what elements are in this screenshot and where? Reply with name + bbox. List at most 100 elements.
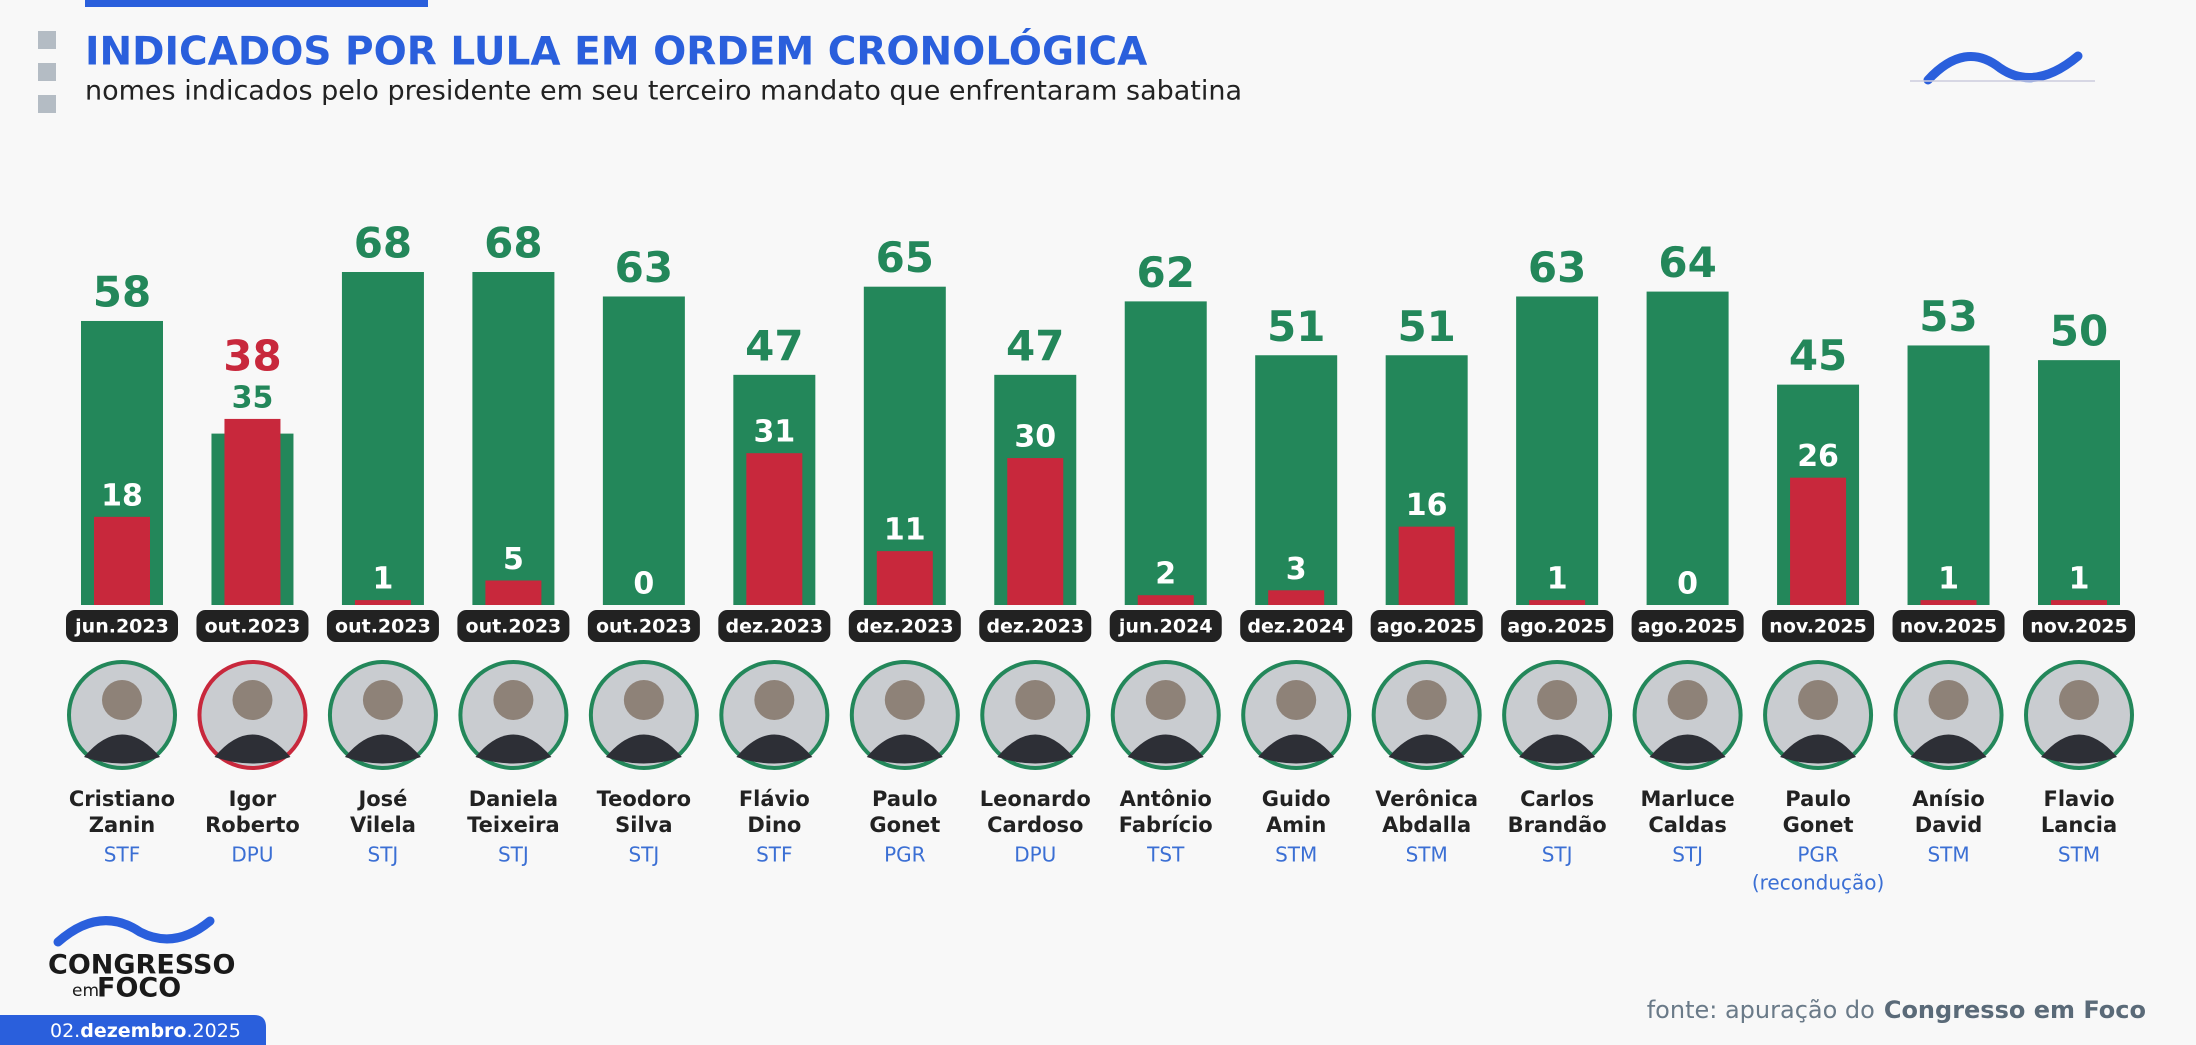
nominee-name: Flávio [739,787,810,811]
photo-body [344,734,421,764]
value-label-favor: 64 [1658,238,1716,287]
nominee-name: Teodoro [597,787,691,811]
x-tick-label: dez.2023 [986,616,1084,638]
value-label-favor: 50 [2050,307,2108,356]
photo-body [1388,734,1465,764]
photo-head [1928,680,1969,720]
x-tick-label: dez.2023 [856,616,954,638]
nominee-name: Cardoso [987,813,1083,837]
logo-text-small: em [72,981,99,1001]
bar-against [1007,458,1064,605]
value-label-favor: 58 [93,267,151,316]
nominee-name: Brandão [1508,813,1607,837]
bar-against [94,516,150,605]
nominee-org: (recondução) [1752,871,1884,895]
deco-square [38,63,56,81]
value-label-against: 1 [1547,562,1568,597]
nominee-name: Abdalla [1382,813,1471,837]
photo-head [754,680,795,720]
nominee-org: STM [2058,843,2100,867]
date-pill [1762,610,1875,642]
value-label-against: 0 [1677,567,1698,602]
bar-against [2051,600,2107,605]
date: 02.dezembro.2025 [50,1020,241,1042]
value-label-favor: 68 [484,219,542,268]
date-pill [196,610,309,642]
value-label-favor: 62 [1137,248,1195,297]
photo-body [997,734,1074,764]
chart: 5818jun.2023CristianoZaninSTF3538out.202… [66,219,2135,895]
date-pill [718,610,831,642]
nominee-name: Daniela [469,787,558,811]
nominee-name: Marluce [1640,787,1734,811]
photo-body [1649,734,1726,764]
nominee-name: Lancia [2041,813,2117,837]
photo-body [1519,734,1596,764]
value-label-against: 26 [1797,439,1839,474]
bar-against [876,551,933,605]
photo-body [605,734,682,764]
photo-head [884,680,925,720]
value-label-against: 38 [223,331,281,380]
nominee-org: STF [104,843,140,867]
logo-text: CONGRESSO [48,950,235,981]
bar-favor [1124,301,1207,605]
x-tick-label: nov.2025 [1769,616,1867,638]
date-pill [457,610,570,642]
logo-swoosh [53,916,215,947]
nominee-org: PGR [1797,843,1839,867]
nominee-org: STM [1275,843,1317,867]
photo-head [1406,680,1447,720]
nominee-name: Leonardo [980,787,1091,811]
photo-head [1798,680,1839,720]
value-label-against: 31 [753,415,795,450]
photo-head [362,680,403,720]
x-tick-label: dez.2024 [1247,616,1345,638]
photo-head [102,680,142,720]
photo-head [1667,680,1708,720]
value-label-against: 1 [372,562,393,597]
date-part: dezembro [80,1020,186,1042]
bar-favor [2038,360,2120,605]
nominee-name: José [356,787,407,811]
x-tick-label: ago.2025 [1507,616,1607,638]
title: INDICADOS POR LULA EM ORDEM CRONOLÓGICA [85,28,1147,75]
nominee-org: DPU [1014,843,1056,867]
value-label-against: 18 [101,478,143,513]
bar-against [1790,477,1847,605]
date-pill [848,610,961,642]
nominee-org: STM [1927,843,1969,867]
logo-swoosh [1923,51,2083,85]
x-tick-label: jun.2024 [1118,616,1213,638]
date-pill [326,610,439,642]
bar-favor [1646,291,1729,605]
photo-head [1276,680,1317,720]
photo-body [866,734,943,764]
logo-bottom: CONGRESSO em FOCO [48,916,235,1004]
date-pill [979,610,1092,642]
nominee-org: STJ [1542,843,1573,867]
value-label-against: 3 [1286,552,1307,587]
photo-body [1127,734,1204,764]
value-label-favor: 35 [232,380,274,415]
value-label-against: 5 [503,542,524,577]
bar-against [485,580,542,605]
nominee-name: Silva [615,813,672,837]
x-tick-label: out.2023 [596,616,692,638]
deco-square [38,31,56,49]
nominee-org: STJ [498,843,529,867]
bar-against [1137,595,1194,605]
bar-favor [1255,355,1338,605]
nominee-name: Vilela [350,813,416,837]
date-pill [1631,610,1744,642]
nominee-name: Gonet [1783,813,1854,837]
date-pill [1370,610,1483,642]
deco-square [38,95,56,113]
bar-against [1268,590,1325,605]
nominee-name: Caldas [1648,813,1726,837]
photo-head [1015,680,1056,720]
nominee-org: STJ [368,843,399,867]
value-label-against: 16 [1406,488,1448,523]
nominee-name: Igor [229,787,277,811]
